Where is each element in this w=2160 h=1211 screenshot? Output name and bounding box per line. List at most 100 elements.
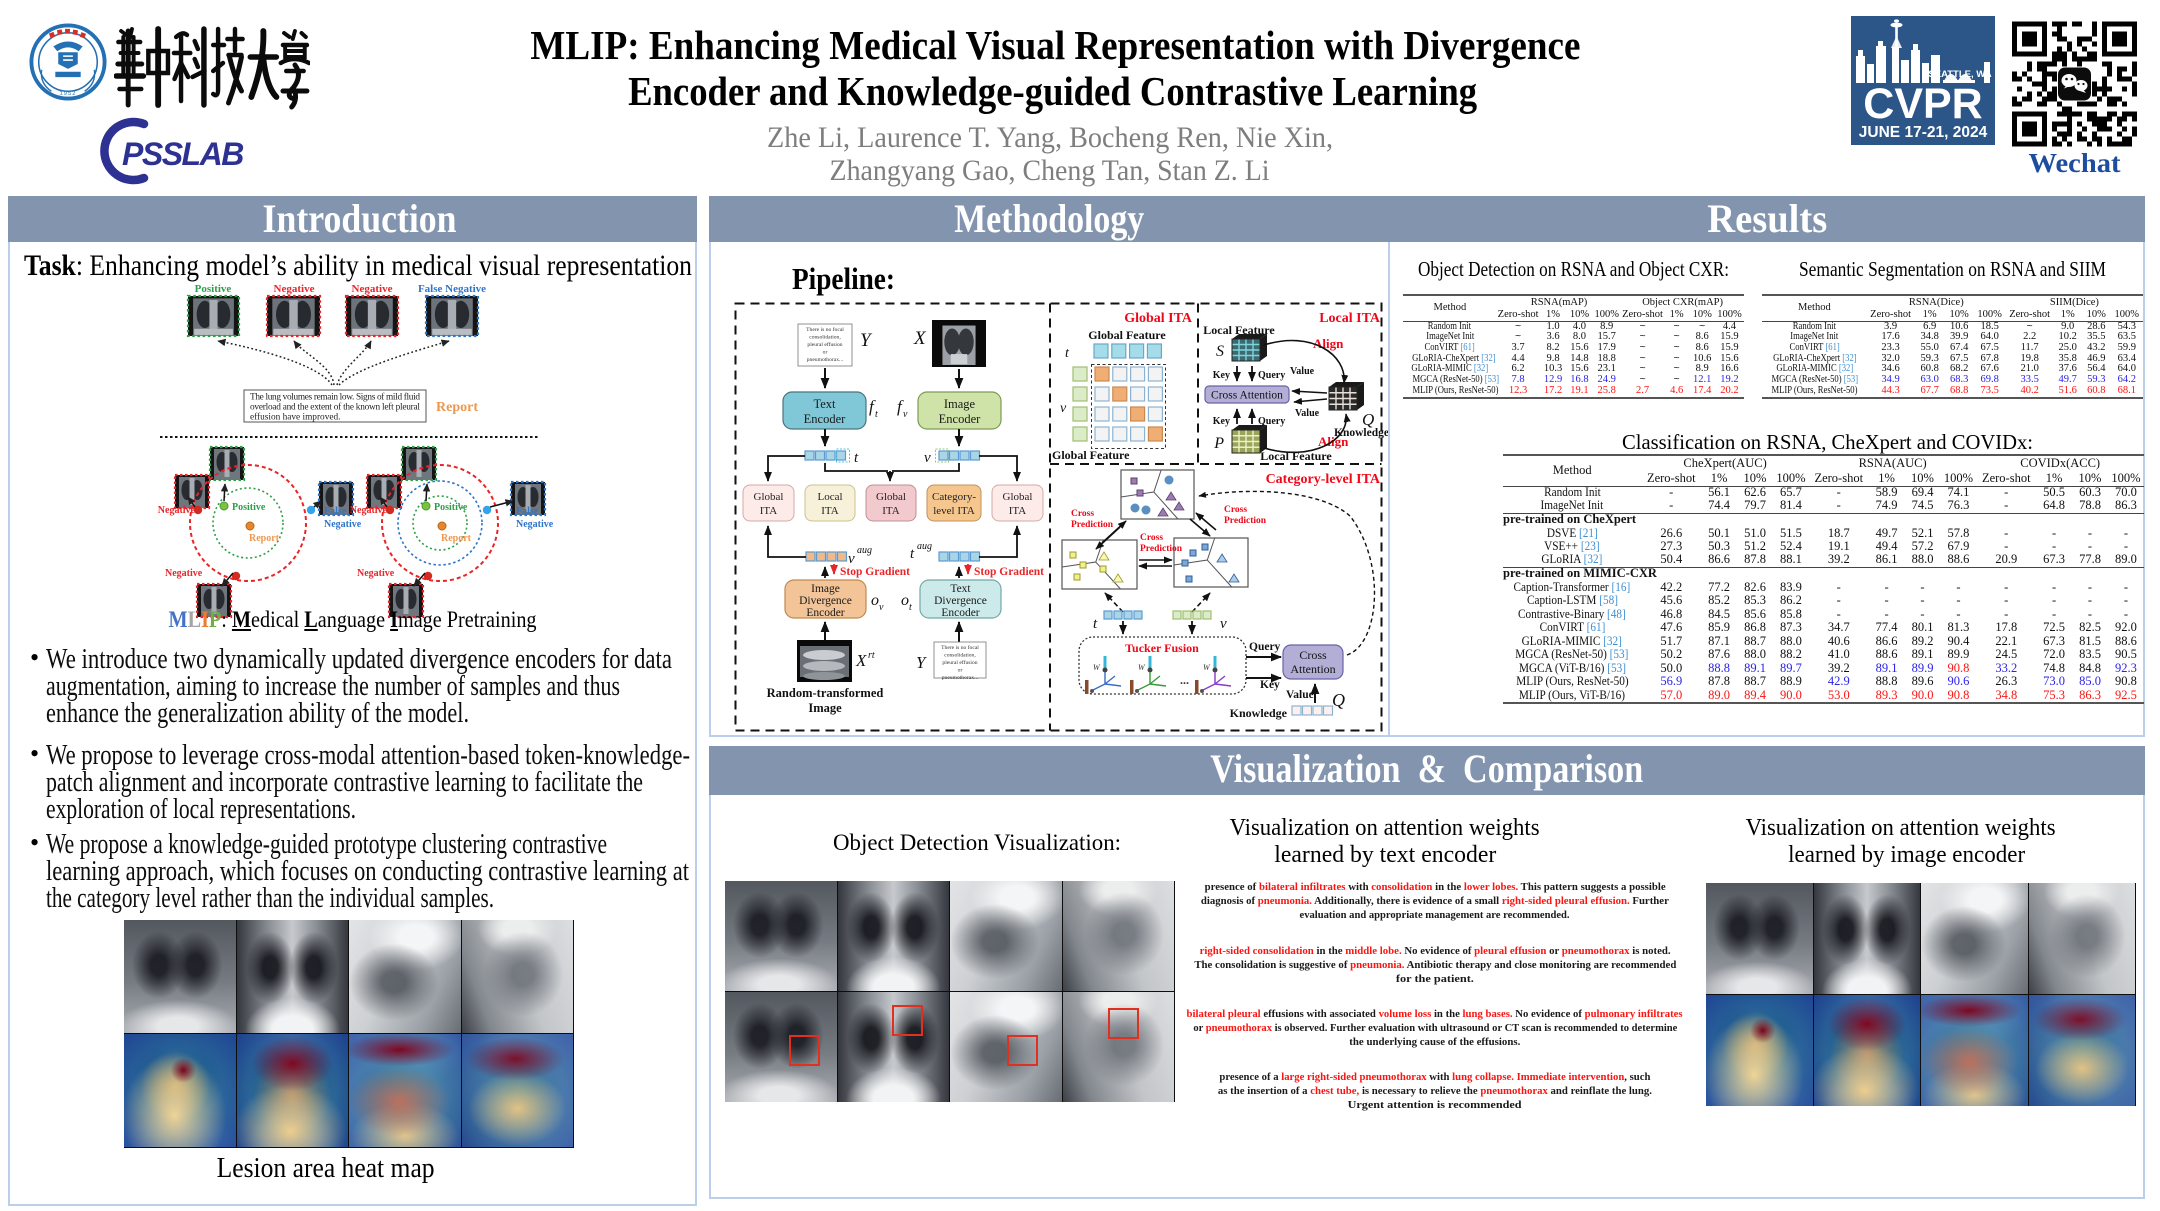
svg-text:Image: Image [944,397,976,411]
svg-text:or: or [823,350,828,356]
svg-text:CVPR: CVPR [1863,80,1982,128]
svg-text:False: False [324,506,347,517]
svg-text:Category-level ITA: Category-level ITA [1266,472,1381,487]
svg-text:pleural effusion: pleural effusion [807,341,842,348]
svg-text:Value: Value [1286,689,1314,701]
svg-text:Key: Key [1260,679,1280,691]
svg-text:t: t [875,409,878,420]
svg-text:effusion have improved.: effusion have improved. [250,412,340,423]
svg-text:f: f [869,397,876,416]
svg-text:Global Feature: Global Feature [1052,448,1130,462]
svg-text:There is no focal: There is no focal [941,644,979,651]
svg-text:Negative: Negative [324,519,362,530]
svg-text:W: W [1138,663,1146,672]
svg-text:P: P [1213,435,1224,452]
svg-text:t: t [910,546,915,562]
svg-text:W: W [1093,663,1101,672]
svg-text:Y: Y [916,653,927,672]
svg-text:Encoder: Encoder [804,412,846,426]
svg-text:1952: 1952 [60,91,77,97]
svg-text:Align: Align [1313,336,1344,351]
svg-text:f: f [897,397,904,416]
svg-text:consolidation,: consolidation, [944,653,976,659]
svg-text:rt: rt [868,650,875,661]
svg-text:Global Feature: Global Feature [1088,328,1166,342]
svg-text:Cross: Cross [1299,648,1327,662]
svg-text:False: False [516,506,539,517]
svg-text:Local Feature: Local Feature [1260,449,1332,463]
svg-text:Negative: Negative [165,568,203,579]
svg-text:Prediction: Prediction [1140,544,1183,554]
svg-text:Divergence: Divergence [934,595,987,607]
svg-text:Negative: Negative [357,568,395,579]
svg-text:t: t [854,450,859,466]
svg-text:Value: Value [1290,366,1315,377]
svg-text:Tucker Fusion: Tucker Fusion [1125,641,1199,655]
svg-text:ITA: ITA [760,505,778,517]
svg-text:Negative: Negative [350,505,388,516]
svg-text:Q: Q [1362,410,1374,429]
svg-text:Negative: Negative [352,283,393,295]
svg-text:v: v [1060,401,1067,416]
svg-text:Positive: Positive [195,283,232,295]
svg-text:Knowledge: Knowledge [1334,427,1389,439]
svg-text:Attention: Attention [1290,662,1335,676]
svg-text:Negative: Negative [516,519,554,530]
svg-text:Key: Key [1213,370,1230,381]
svg-text:v: v [1220,616,1227,632]
svg-text:Text: Text [813,397,836,411]
svg-text:Query: Query [1249,641,1281,653]
svg-text:Global: Global [876,491,906,503]
svg-text:Cross: Cross [1224,505,1247,515]
svg-text:v: v [924,450,931,466]
svg-text:Global: Global [1003,491,1033,503]
svg-text:Local ITA: Local ITA [1319,311,1381,326]
svg-text:v: v [879,602,884,613]
svg-text:Q: Q [1332,690,1345,710]
svg-text:X: X [913,328,927,349]
svg-text:Cross: Cross [1140,533,1163,543]
svg-text:ITA: ITA [821,505,839,517]
svg-text:JUNE 17-21, 2024: JUNE 17-21, 2024 [1859,124,1988,141]
svg-text:Random-transformed: Random-transformed [767,686,884,700]
svg-text:o: o [901,592,909,609]
svg-text:overload and the extent of the: overload and the extent of the known lef… [250,402,420,413]
svg-text:Knowledge: Knowledge [1230,706,1288,720]
svg-text:t: t [1093,616,1098,632]
svg-text:Stop Gradient: Stop Gradient [840,566,910,578]
svg-text:...: ... [1180,673,1189,687]
svg-text:Report: Report [441,533,472,544]
svg-text:aug: aug [857,545,872,556]
svg-text:Encoder: Encoder [941,607,979,619]
svg-text:W: W [1203,663,1211,672]
svg-text:Prediction: Prediction [1071,520,1114,530]
svg-text:v: v [848,551,855,567]
svg-text:S: S [1216,343,1224,360]
svg-text:ITA: ITA [1009,505,1027,517]
svg-text:Divergence: Divergence [799,595,852,607]
svg-text:The lung volumes remain low. S: The lung volumes remain low. Signs of mi… [250,392,420,403]
svg-text:Global ITA: Global ITA [1124,311,1193,326]
svg-text:Cross: Cross [1071,509,1094,519]
svg-text:Negative: Negative [158,505,196,516]
svg-text:Report: Report [436,400,478,415]
svg-text:Cross Attention: Cross Attention [1211,390,1283,402]
svg-text:Image: Image [808,701,842,715]
svg-text:Text: Text [950,583,971,595]
svg-text:Local Feature: Local Feature [1203,323,1275,337]
svg-text:There is no focal: There is no focal [806,326,844,333]
svg-text:v: v [903,409,908,420]
svg-text:o: o [871,592,879,609]
svg-text:Local: Local [817,491,842,503]
svg-text:Negative: Negative [274,283,315,295]
svg-text:pneumothorax...: pneumothorax... [807,357,844,363]
svg-text:or: or [958,668,963,674]
svg-text:PSSLAB: PSSLAB [122,136,243,172]
svg-text:level ITA: level ITA [933,505,975,517]
svg-text:Value: Value [1295,408,1320,419]
svg-text:Positive: Positive [434,502,468,513]
svg-text:pleural effusion: pleural effusion [942,659,977,666]
svg-text:False Negative: False Negative [418,283,486,295]
svg-text:aug: aug [917,541,932,552]
svg-text:Encoder: Encoder [939,412,981,426]
